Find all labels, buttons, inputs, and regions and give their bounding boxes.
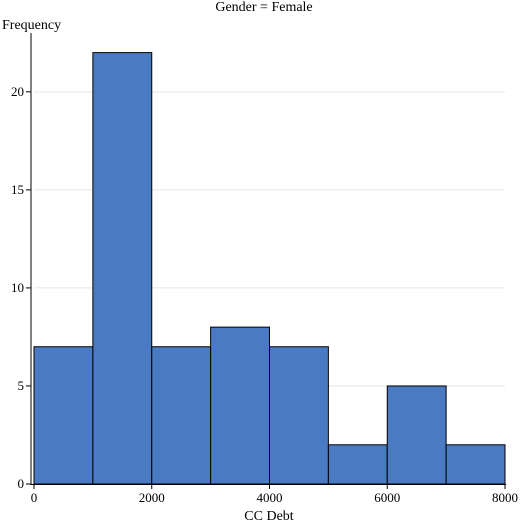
bars bbox=[33, 52, 506, 485]
x-axis-label: CC Debt bbox=[244, 509, 294, 524]
y-tick-label: 5 bbox=[18, 378, 25, 393]
y-ticks: 0 5 10 15 20 bbox=[11, 84, 31, 491]
histogram-bar bbox=[210, 326, 270, 485]
x-tick-label: 8000 bbox=[492, 490, 518, 505]
y-tick-label: 10 bbox=[11, 280, 24, 295]
y-tick-label: 20 bbox=[11, 84, 24, 99]
histogram-bar bbox=[151, 346, 212, 485]
x-tick-label: 6000 bbox=[374, 490, 400, 505]
histogram-bar bbox=[386, 385, 447, 485]
y-tick-label: 15 bbox=[11, 182, 24, 197]
histogram-bar bbox=[327, 444, 388, 485]
x-ticks: 0 2000 4000 6000 8000 bbox=[31, 484, 518, 505]
histogram-bar bbox=[445, 444, 506, 485]
y-axis-label: Frequency bbox=[2, 18, 61, 33]
chart-title: Gender = Female bbox=[215, 0, 312, 15]
y-tick-label: 0 bbox=[18, 476, 25, 491]
histogram-bar bbox=[269, 346, 329, 485]
histogram-bar bbox=[92, 52, 153, 485]
x-tick-label: 2000 bbox=[139, 490, 165, 505]
histogram-bar bbox=[33, 346, 94, 485]
axes bbox=[30, 33, 506, 485]
x-tick-label: 0 bbox=[31, 490, 38, 505]
x-tick-label: 4000 bbox=[257, 490, 283, 505]
